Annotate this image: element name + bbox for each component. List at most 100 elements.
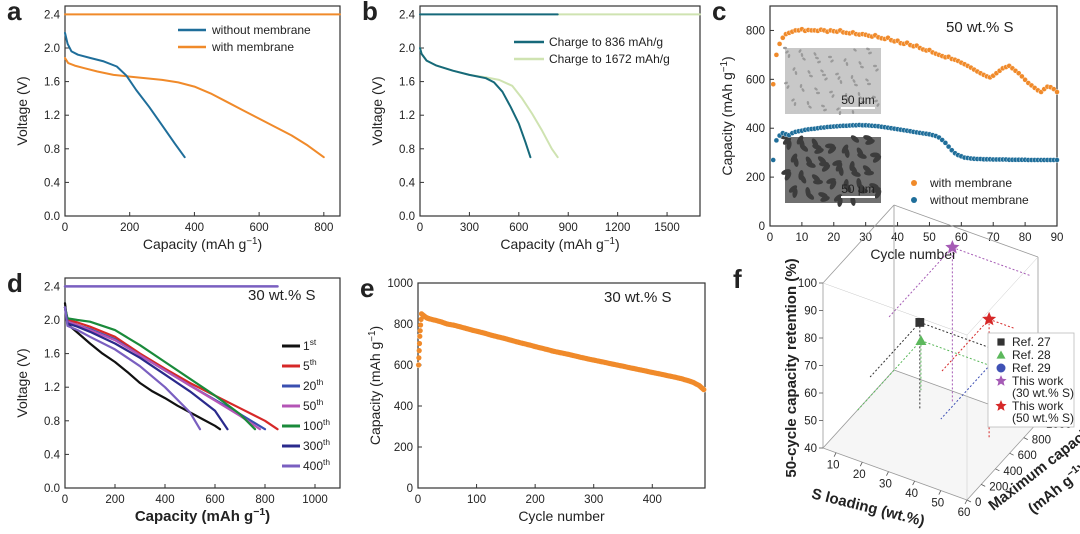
y-tick-label: 1000: [387, 278, 413, 290]
sem-texture: [784, 81, 788, 85]
sem-texture: [788, 185, 798, 193]
sem-texture: [859, 96, 863, 100]
x-axis-label: Cycle number: [518, 508, 605, 524]
y-tick-label: 800: [394, 319, 413, 331]
sem-texture: [814, 148, 824, 154]
x-tick: [859, 462, 863, 467]
sem-texture: [784, 171, 792, 181]
y-tick-label: 100: [798, 278, 817, 290]
y-axis-label: 50-cycle capacity retention (%): [783, 258, 800, 477]
sem-texture: [854, 83, 858, 87]
frame-edge: [966, 256, 1039, 336]
legend-marker: [996, 350, 1006, 359]
annotation: 30 wt.% S: [604, 289, 672, 306]
legend-label: 300th: [303, 437, 330, 453]
x-tick-label: 800: [314, 222, 333, 234]
data-point-with-membrane: [780, 35, 786, 41]
sem-texture: [806, 101, 810, 105]
sem-texture: [861, 100, 865, 104]
sem-texture: [827, 146, 837, 154]
sem-texture: [792, 67, 796, 71]
data-point: [416, 355, 422, 361]
y-tick-label: 1.6: [44, 77, 60, 89]
sem-texture: [808, 105, 812, 109]
sem-texture: [821, 104, 825, 108]
plot-frame: [769, 5, 1058, 227]
z-tick: [1023, 437, 1028, 440]
y-tick-label: 2.0: [399, 43, 415, 55]
z-tick: [966, 499, 972, 503]
z-tick: [1009, 452, 1014, 456]
x-tick-label: 0: [767, 232, 773, 244]
sem-texture: [876, 103, 880, 107]
y-axis-label: Voltage (V): [369, 76, 385, 145]
x-tick-label: 200: [120, 222, 139, 234]
panel-a: 0 200 400 600 800 0.0 0.4 0.8 1.2 1.6 2.0 2.4 Capaci…: [7, 0, 341, 252]
z-tick: [995, 468, 1000, 472]
sem-texture: [850, 196, 856, 206]
data-point-with-membrane: [776, 41, 783, 47]
frame-edge: [893, 204, 1039, 258]
sem-texture: [809, 74, 813, 78]
x-tick-label: 20: [827, 232, 840, 244]
sem-texture: [787, 54, 791, 58]
data-point: [943, 238, 961, 255]
legend-label: 50th: [303, 397, 324, 413]
x-tick-label: 1000: [302, 494, 328, 506]
sem-texture: [857, 92, 861, 96]
y-tick-label: 60: [804, 388, 817, 400]
sem-texture: [829, 90, 833, 94]
legend-label: 1st: [303, 337, 317, 353]
panel-label: c: [712, 0, 726, 26]
x-tick-label: 400: [155, 494, 174, 506]
sem-texture: [798, 49, 802, 53]
x-axis-label: Cycle number: [870, 246, 957, 262]
y-tick-label: 0.8: [399, 144, 415, 156]
sem-texture: [799, 84, 803, 88]
x-tick-label: 1500: [654, 222, 680, 234]
x-tick-label: 100: [467, 494, 486, 506]
projection-line: [988, 318, 1016, 330]
sem-texture: [838, 166, 844, 176]
y-tick-label: 1.2: [44, 110, 60, 122]
x-tick-label: 0: [415, 494, 421, 506]
legend-marker: [911, 197, 917, 203]
x-tick: [938, 490, 942, 495]
data-point-without-membrane: [942, 140, 949, 146]
series-line-charge-1672: [419, 47, 559, 159]
z-tick-label: 0: [975, 497, 981, 509]
sem-texture: [821, 164, 831, 172]
sem-texture: [824, 77, 828, 81]
x-tick-label: 600: [205, 494, 224, 506]
plot-frame: [417, 282, 706, 489]
legend-label: This work: [1012, 399, 1064, 413]
x-tick-label: 30: [879, 479, 892, 491]
data-point: [915, 335, 927, 345]
sem-texture: [860, 65, 864, 69]
sem-texture: [853, 48, 857, 52]
series-line-cycle-5th: [63, 306, 279, 431]
sem-texture: [873, 64, 877, 68]
y-tick-label: 0.4: [399, 177, 416, 189]
scale-bar-label: 50 μm: [841, 182, 875, 196]
panel-label: b: [362, 0, 378, 26]
sem-texture: [874, 99, 878, 103]
y-tick-label: 200: [746, 172, 765, 184]
x-tick-label: 40: [891, 232, 904, 244]
series-line-cycle-1st: [63, 302, 222, 431]
sem-texture: [866, 47, 870, 51]
sem-texture: [828, 55, 832, 59]
sem-texture: [864, 170, 874, 176]
y-tick-label: 0.0: [44, 483, 60, 495]
sem-texture: [807, 70, 811, 74]
sem-texture: [874, 189, 882, 199]
sem-texture: [846, 97, 850, 101]
legend-label: Ref. 29: [1012, 361, 1051, 375]
sem-texture: [836, 107, 840, 111]
y-tick-label: 2.4: [44, 281, 61, 293]
sem-texture: [851, 171, 861, 177]
sem-texture: [837, 76, 841, 80]
data-point: [700, 386, 706, 392]
sem-texture: [851, 110, 855, 114]
y-tick-label: 0.0: [44, 211, 60, 223]
